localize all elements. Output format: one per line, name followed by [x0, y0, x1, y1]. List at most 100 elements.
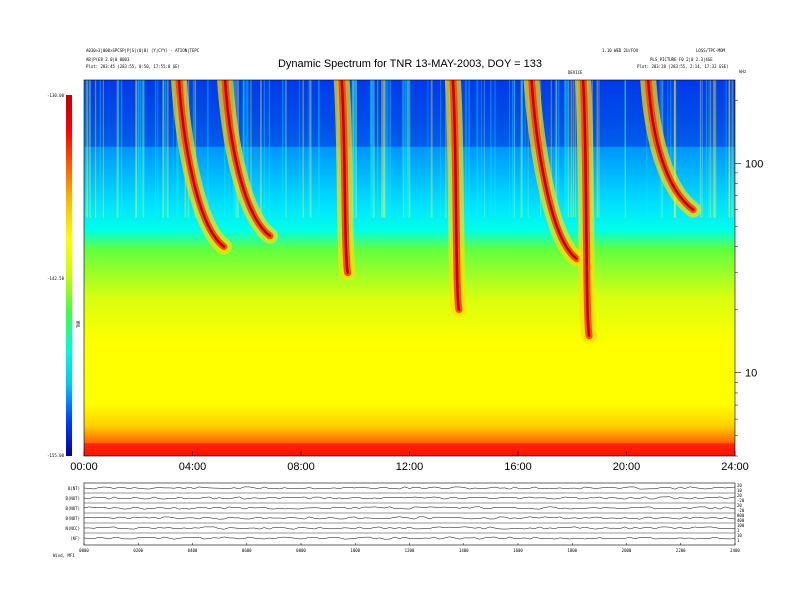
striation	[351, 80, 354, 218]
striation	[725, 80, 727, 218]
striation	[389, 80, 392, 218]
striation	[370, 80, 373, 218]
panel-right-tick: 400	[737, 518, 745, 523]
footer-label: Wind, MFI	[53, 553, 75, 558]
striation	[401, 80, 404, 218]
y-axis: 10 100	[735, 100, 763, 457]
colorbar-tick: -130.00	[47, 93, 64, 98]
striation	[445, 80, 447, 218]
striation	[102, 80, 104, 218]
striation	[157, 80, 159, 218]
y-tick-label: 100	[745, 158, 763, 170]
panel-right-tick: 10	[737, 533, 742, 538]
striation	[494, 80, 496, 218]
panel-right-tick: 1	[737, 528, 740, 533]
panel-label: B(NOT)	[66, 496, 80, 501]
burst-peak	[223, 80, 272, 238]
x-tick-label: 24:00	[721, 461, 749, 473]
timeseries-panels: B(NT)2010B(NOT)20-20B(NOT)20-20B(NOT)800…	[66, 482, 745, 553]
panel-x-tick-label: 1000	[350, 548, 360, 553]
striation	[405, 80, 407, 218]
striation	[407, 80, 409, 218]
striation	[465, 80, 467, 218]
striation	[281, 80, 284, 218]
striation	[177, 80, 179, 218]
striation	[430, 80, 433, 218]
striation	[259, 80, 262, 218]
striation	[514, 80, 516, 218]
striation	[712, 80, 715, 218]
striation	[154, 80, 157, 218]
striation	[555, 80, 558, 218]
striation	[140, 80, 142, 218]
striation	[381, 80, 383, 218]
x-tick-label: 04:00	[179, 461, 207, 473]
striation	[574, 80, 577, 218]
striation	[403, 80, 405, 218]
striation	[137, 80, 139, 218]
striation	[309, 80, 312, 218]
striation	[624, 80, 626, 218]
panel-right-tick: -20	[737, 498, 745, 503]
panel-trace	[83, 516, 736, 520]
striation	[353, 80, 356, 218]
panel-label: B(NT)	[68, 486, 80, 491]
striation	[521, 80, 523, 218]
striation	[377, 80, 379, 218]
striation	[708, 80, 710, 218]
striation	[285, 80, 287, 218]
striation	[572, 80, 575, 218]
striation	[172, 80, 174, 218]
striation	[143, 80, 145, 218]
striation	[242, 80, 244, 218]
striation	[624, 80, 626, 218]
striation	[427, 80, 429, 218]
striation	[86, 80, 88, 218]
striation	[728, 80, 730, 218]
striation	[243, 80, 245, 218]
panel-x-tick-label: 0200	[133, 548, 143, 553]
striation	[88, 80, 91, 218]
striation	[624, 80, 626, 218]
header-left-line3: Plot: 283:45 (283:55, 0:50, 17:55:0 GE)	[86, 64, 180, 69]
panel-x-tick-label: 1200	[405, 548, 415, 553]
chart-title: Dynamic Spectrum for TNR 13-MAY-2003, DO…	[277, 58, 542, 70]
panel-right-tick: 800	[737, 513, 745, 518]
striation	[667, 80, 669, 218]
striation	[705, 80, 708, 218]
panel-trace	[83, 536, 736, 540]
striation	[176, 80, 179, 218]
burst-peak	[177, 80, 226, 248]
striation	[674, 80, 677, 218]
striation	[527, 80, 529, 218]
striation	[162, 80, 165, 218]
striation	[224, 80, 226, 218]
striation	[598, 80, 600, 218]
burst-peak	[646, 80, 695, 212]
burst-peak	[340, 80, 349, 275]
striation	[383, 80, 385, 218]
striation	[164, 80, 167, 218]
striation	[520, 80, 523, 218]
burst-peak	[581, 80, 591, 338]
striation	[673, 80, 676, 218]
striation	[268, 80, 271, 218]
striation	[250, 80, 252, 218]
striation	[207, 80, 209, 218]
striation	[371, 80, 374, 218]
y-unit-label: kHz	[739, 69, 747, 74]
header-left-line1: A030>3|000>SPCSP|P|S|(0|0) (Y|CYY) - ATI…	[86, 48, 200, 53]
panel-x-tick-label: 2200	[676, 548, 686, 553]
striation	[483, 80, 485, 218]
striation	[699, 80, 702, 218]
striation	[673, 80, 676, 218]
striation	[302, 80, 304, 218]
striation	[194, 80, 197, 218]
striation	[731, 80, 734, 218]
panel-x-tick-label: 1800	[567, 548, 577, 553]
colorbar-tick: -142.50	[47, 276, 64, 281]
striation	[440, 80, 442, 218]
striation	[94, 80, 97, 218]
x-tick-label: 08:00	[287, 461, 315, 473]
